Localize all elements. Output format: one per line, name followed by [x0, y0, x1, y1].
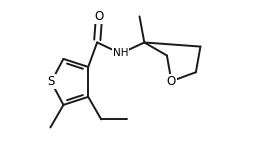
- Text: O: O: [95, 10, 104, 23]
- Text: S: S: [48, 75, 55, 88]
- Text: O: O: [167, 75, 176, 88]
- Text: NH: NH: [113, 49, 128, 58]
